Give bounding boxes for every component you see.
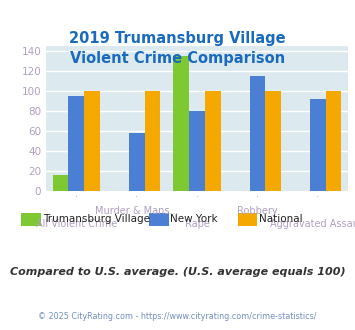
Text: Trumansburg Village: Trumansburg Village bbox=[43, 214, 149, 224]
Bar bbox=[144, 91, 160, 191]
Bar bbox=[129, 133, 144, 191]
Text: All Violent Crime: All Violent Crime bbox=[36, 219, 117, 229]
Bar bbox=[250, 76, 265, 191]
Text: Rape: Rape bbox=[185, 219, 209, 229]
Bar bbox=[53, 175, 69, 191]
Bar bbox=[69, 96, 84, 191]
Bar bbox=[84, 91, 100, 191]
Text: New York: New York bbox=[170, 214, 218, 224]
Bar bbox=[310, 99, 326, 191]
Bar bbox=[174, 56, 189, 191]
Bar bbox=[205, 91, 220, 191]
Text: Aggravated Assault: Aggravated Assault bbox=[270, 219, 355, 229]
Text: © 2025 CityRating.com - https://www.cityrating.com/crime-statistics/: © 2025 CityRating.com - https://www.city… bbox=[38, 312, 317, 321]
Bar bbox=[265, 91, 281, 191]
Text: Robbery: Robbery bbox=[237, 206, 278, 216]
Text: 2019 Trumansburg Village
Violent Crime Comparison: 2019 Trumansburg Village Violent Crime C… bbox=[69, 31, 286, 66]
Text: Compared to U.S. average. (U.S. average equals 100): Compared to U.S. average. (U.S. average … bbox=[10, 267, 345, 277]
Text: Murder & Mans...: Murder & Mans... bbox=[95, 206, 179, 216]
Bar bbox=[326, 91, 341, 191]
Bar bbox=[189, 111, 205, 191]
Text: National: National bbox=[259, 214, 303, 224]
